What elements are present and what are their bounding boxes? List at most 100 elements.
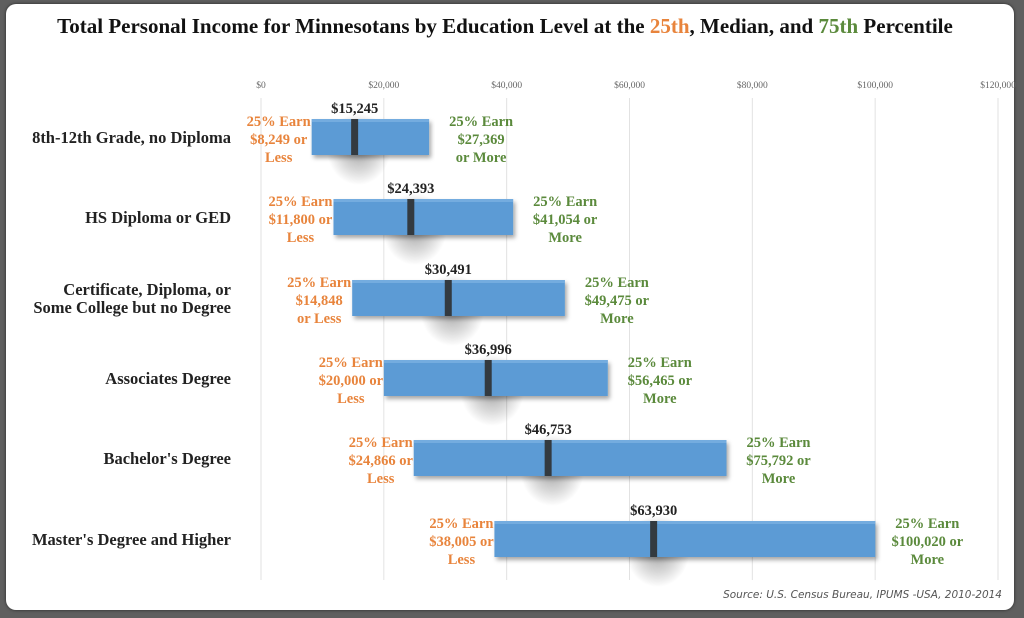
p25-label-line: 25% Earn (319, 355, 383, 371)
p75-label: 25% Earn $49,475 or More (585, 275, 650, 327)
p25-label: 25% Earn $38,005 or Less (429, 516, 494, 568)
median-marker (484, 360, 492, 396)
median-marker (544, 440, 552, 476)
x-tick-label: $0 (256, 80, 266, 91)
x-tick-label: $120,000 (980, 80, 1016, 91)
median-label: $24,393 (387, 181, 434, 197)
p75-label-line: More (600, 311, 634, 327)
x-tick-label: $40,000 (491, 80, 522, 91)
p25-label-line: $38,005 or (429, 534, 494, 550)
p25-label-line: 25% Earn (247, 114, 311, 130)
chart-row: HS Diploma or GED $24,393 25% Earn $11,800 … (85, 181, 598, 265)
p75-label-line: 25% Earn (628, 355, 692, 371)
median-marker (351, 119, 359, 155)
title-middle: , Median, and (689, 14, 819, 38)
median-label: $15,245 (331, 101, 378, 117)
p25-label: 25% Earn $14,848 or Less (287, 275, 351, 327)
x-tick-label: $20,000 (368, 80, 399, 91)
chart-row: Master's Degree and Higher $63,930 25% Ear… (32, 503, 964, 587)
p25-label: 25% Earn $20,000 or Less (319, 355, 384, 407)
chart-row: 8th-12th Grade, no Diploma $15,245 25% Ear… (32, 101, 513, 185)
p75-label-line: $100,020 or (891, 534, 963, 550)
p75-label-line: 25% Earn (895, 516, 959, 532)
p75-label: 25% Earn $41,054 or More (533, 194, 598, 246)
p25-label-line: Less (265, 150, 293, 166)
range-bar-highlight (333, 199, 514, 202)
category-label: Bachelor's Degree (103, 449, 231, 468)
range-bar-highlight (352, 280, 565, 283)
p75-label: 25% Earn $56,465 or More (628, 355, 693, 407)
category-label: Associates Degree (105, 369, 231, 388)
range-bar (413, 440, 727, 476)
x-tick-label: $80,000 (737, 80, 768, 91)
p75-label-line: or More (456, 150, 507, 166)
category-label-line: HS Diploma or GED (85, 208, 231, 227)
p75-label: 25% Earn $100,020 or More (891, 516, 963, 568)
range-bar (352, 280, 565, 316)
category-label-line: Bachelor's Degree (103, 449, 231, 468)
category-label-line: Master's Degree and Higher (32, 530, 231, 549)
p75-label-line: More (643, 391, 677, 407)
category-label: Certificate, Diploma, or Some College but… (33, 280, 231, 317)
category-label-line: Some College but no Degree (33, 298, 231, 317)
range-bar-highlight (383, 360, 608, 363)
median-label: $30,491 (425, 262, 472, 278)
chart-title: Total Personal Income for Minnesotans by… (0, 14, 1010, 39)
x-axis-ticks: $0 $20,000 $40,000 $60,000 $80,000 $100,000 $1… (256, 80, 1016, 91)
category-label: Master's Degree and Higher (32, 530, 231, 549)
source-note: Source: U.S. Census Bureau, IPUMS -USA, … (723, 589, 1002, 601)
p25-label-line: $20,000 or (319, 373, 384, 389)
p25-label-line: Less (448, 552, 476, 568)
p75-label-line: More (911, 552, 945, 568)
p75-label-line: 25% Earn (585, 275, 649, 291)
range-bar (383, 360, 608, 396)
p75-label-line: $75,792 or (746, 453, 811, 469)
category-label: 8th-12th Grade, no Diploma (32, 128, 231, 147)
category-label-line: Certificate, Diploma, or (63, 280, 231, 299)
p25-label: 25% Earn $8,249 or Less (247, 114, 311, 166)
p75-label-line: $49,475 or (585, 293, 650, 309)
chart-row: Associates Degree $36,996 25% Earn $20,000 … (105, 342, 693, 426)
p75-label-line: 25% Earn (449, 114, 513, 130)
range-bar (311, 119, 430, 155)
p25-label-line: Less (367, 471, 395, 487)
median-label: $46,753 (525, 422, 572, 438)
x-tick-label: $60,000 (614, 80, 645, 91)
category-label-line: 8th-12th Grade, no Diploma (32, 128, 231, 147)
p25-label-line: 25% Earn (268, 194, 332, 210)
p25-label-line: 25% Earn (349, 435, 413, 451)
p25-label-line: 25% Earn (429, 516, 493, 532)
title-prefix: Total Personal Income for Minnesotans by… (57, 14, 650, 38)
p25-label-line: $24,866 or (348, 453, 413, 469)
median-label: $63,930 (630, 503, 677, 519)
gridlines (260, 98, 999, 580)
range-bar-highlight (413, 440, 727, 443)
category-label: HS Diploma or GED (85, 208, 231, 227)
x-tick-label: $100,000 (857, 80, 893, 91)
p25-label-line: $8,249 or (250, 132, 308, 148)
p75-label: 25% Earn $75,792 or More (746, 435, 811, 487)
p25-label: 25% Earn $11,800 or Less (268, 194, 332, 246)
p75-label-line: More (762, 471, 796, 487)
p25-label-line: Less (287, 230, 315, 246)
range-bar-highlight (494, 521, 876, 524)
p75-label-line: $56,465 or (628, 373, 693, 389)
category-label-line: Associates Degree (105, 369, 231, 388)
p75-label-line: More (548, 230, 582, 246)
median-marker (444, 280, 452, 316)
p75-label-line: 25% Earn (746, 435, 810, 451)
p75-label: 25% Earn $27,369 or More (449, 114, 513, 166)
p25-label-line: $14,848 (296, 293, 343, 309)
median-label: $36,996 (465, 342, 512, 358)
chart-row: Certificate, Diploma, or Some College but… (33, 262, 650, 346)
title-25th: 25th (649, 14, 690, 38)
p75-label-line: $27,369 (458, 132, 505, 148)
p25-label: 25% Earn $24,866 or Less (348, 435, 413, 487)
p75-label-line: $41,054 or (533, 212, 598, 228)
range-bar (494, 521, 876, 557)
chart-row: Bachelor's Degree $46,753 25% Earn $24,866 … (103, 422, 811, 506)
title-suffix: Percentile (858, 14, 953, 38)
chart-rows: 8th-12th Grade, no Diploma $15,245 25% Ear… (32, 101, 964, 587)
title-75th: 75th (818, 14, 859, 38)
